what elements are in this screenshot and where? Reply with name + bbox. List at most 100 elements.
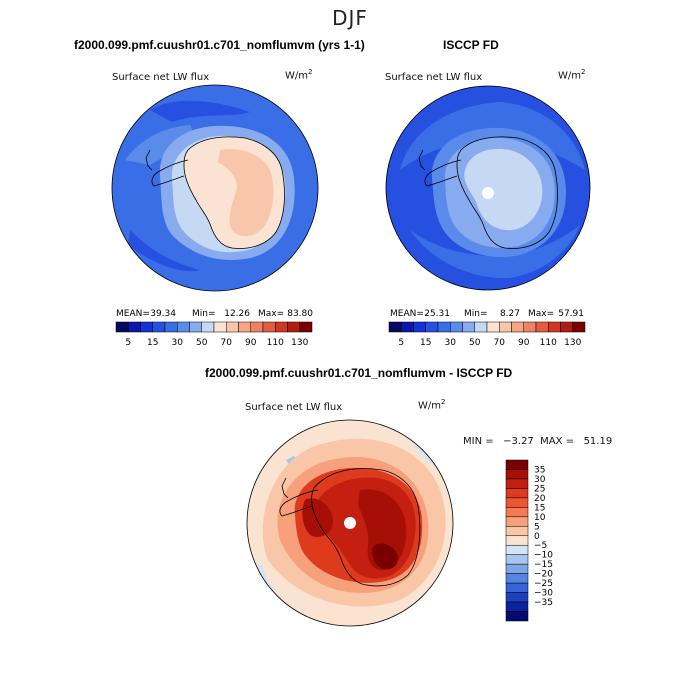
panel-obs-units: W/m2 — [558, 68, 585, 81]
colorbar-obs-swatch — [523, 321, 537, 333]
map-model-ocean-dark-patch — [128, 230, 200, 272]
map-obs-pole-missing — [482, 187, 494, 199]
colorbar-obs-tick-label: 90 — [518, 338, 530, 348]
colorbar-model-swatch — [152, 321, 166, 333]
map-diff-coastline — [311, 468, 421, 587]
colorbar-obs: 5 15 30 50 70 90 110 130 — [388, 321, 586, 348]
colorbar-model-swatch — [164, 321, 178, 333]
panel-model-mean-label: MEAN= — [116, 309, 150, 319]
map-model-south-america-tip — [145, 149, 153, 171]
colorbar-diff-swatch — [505, 526, 529, 537]
panel-obs-units-exp: 2 — [581, 68, 586, 76]
colorbar-obs-swatch — [388, 321, 402, 333]
map-model-border — [111, 84, 319, 292]
panel-model-units: W/m2 — [285, 68, 312, 81]
colorbar-obs-swatch — [560, 321, 573, 333]
colorbar-obs-tick-label: 130 — [564, 338, 581, 348]
colorbar-obs-tick-label: 5 — [398, 338, 404, 348]
map-diff-peninsula — [279, 489, 319, 517]
colorbar-diff-tick-label: −25 — [534, 579, 553, 589]
map-diff-border — [246, 419, 454, 627]
colorbar-model: 5 15 30 50 70 90 110 130 — [115, 321, 313, 348]
colorbar-diff-swatch — [505, 516, 529, 527]
colorbar-model-swatch — [189, 321, 202, 333]
panel-obs-max-label: Max= — [528, 309, 554, 319]
colorbar-diff-swatch — [505, 592, 529, 603]
panel-obs-units-base: W/m — [558, 70, 581, 82]
colorbar-obs-swatch — [450, 321, 463, 333]
colorbar-obs-swatch — [499, 321, 512, 333]
colorbar-model-swatch — [177, 321, 190, 333]
colorbar-diff-swatch — [505, 469, 529, 480]
colorbar-diff-swatch — [505, 478, 529, 489]
colorbar-model-swatch — [213, 321, 227, 333]
colorbar-model-swatch — [140, 321, 153, 333]
panel-model-max: 83.80 — [287, 309, 313, 319]
colorbar-diff-tick-label: −5 — [534, 541, 547, 551]
colorbar-diff-tick-label: −10 — [534, 551, 553, 561]
colorbar-diff-tick-label: −15 — [534, 560, 553, 570]
colorbar-model-tick-label: 30 — [172, 338, 184, 348]
panel-obs-mean: 25.31 — [424, 309, 450, 319]
colorbar-obs-swatch — [511, 321, 524, 333]
map-obs-border — [385, 85, 591, 291]
colorbar-diff-swatch — [505, 459, 529, 470]
colorbar-diff-swatch — [505, 573, 529, 584]
colorbar-diff-swatch — [505, 601, 529, 612]
panel-obs-mean-label: MEAN= — [390, 309, 424, 319]
colorbar-diff-tick-label: 20 — [534, 494, 546, 504]
map-model-plateau — [218, 148, 274, 237]
colorbar-model-swatch — [250, 321, 264, 333]
colorbar-model-swatch — [201, 321, 215, 333]
colorbar-obs-tick-label: 70 — [494, 338, 506, 348]
colorbar-diff-tick-label: 25 — [534, 484, 545, 494]
panel-obs-min: 8.27 — [500, 309, 520, 319]
colorbar-diff-tick-label: −20 — [534, 570, 553, 580]
colorbar-diff-tick-label: 30 — [534, 475, 546, 485]
map-obs — [386, 86, 590, 290]
panel-model-max-label: Max= — [258, 309, 284, 319]
map-obs-ocean-mid-patch — [410, 225, 580, 279]
colorbar-model-swatch — [115, 321, 129, 333]
panel-model-stats: MEAN= 39.34 Min= 12.26 Max= 83.80 — [116, 309, 313, 319]
colorbar-diff-swatch — [505, 554, 529, 565]
colorbar-model-swatch — [275, 321, 288, 333]
map-diff-interior-peak — [372, 543, 398, 570]
panel-model-mean: 39.34 — [150, 309, 176, 319]
figure-title: DJF — [332, 6, 368, 30]
panel-diff-units-exp: 2 — [441, 398, 446, 406]
panel-diff-variable: Surface net LW flux — [245, 402, 343, 413]
panel-model-variable: Surface net LW flux — [112, 72, 210, 83]
map-model — [112, 85, 318, 291]
colorbar-diff-swatch — [505, 507, 529, 518]
colorbar-obs-tick-label: 15 — [420, 338, 431, 348]
colorbar-diff-tick-label: −35 — [534, 598, 553, 608]
panel-diff-header: f2000.099.pmf.cuushr01.c701_nomflumvm - … — [205, 366, 513, 380]
map-obs-interior — [464, 148, 543, 231]
colorbar-model-swatch — [226, 321, 239, 333]
colorbar-model-tick-label: 5 — [125, 338, 131, 348]
colorbar-obs-swatch — [401, 321, 414, 333]
panel-model-min-label: Min= — [192, 309, 216, 319]
panel-diff-units-base: W/m — [418, 400, 441, 412]
map-diff-west-lobe — [302, 498, 333, 537]
map-model-peninsula — [151, 159, 189, 187]
panel-obs-header: ISCCP FD — [443, 38, 499, 52]
colorbar-diff-swatch — [505, 535, 529, 546]
map-diff-south-america-tip — [281, 477, 289, 499]
colorbar-model-swatch — [287, 321, 300, 333]
colorbar-model-tick-label: 90 — [245, 338, 257, 348]
panel-model-units-exp: 2 — [308, 68, 313, 76]
panel-diff-stats: MIN = −3.27 MAX = 51.19 — [463, 436, 613, 447]
panel-model-min: 12.26 — [224, 309, 250, 319]
colorbar-model-swatch — [238, 321, 251, 333]
colorbar-diff-tick-label: −30 — [534, 589, 553, 599]
colorbar-model-swatch — [262, 321, 276, 333]
colorbar-diff-tick-label: 10 — [534, 513, 546, 523]
colorbar-diff-tick-label: 35 — [534, 465, 545, 475]
colorbar-diff-tick-label: 0 — [534, 532, 540, 542]
colorbar-model-tick-label: 70 — [221, 338, 233, 348]
colorbar-obs-swatch — [535, 321, 549, 333]
map-model-coastline — [183, 136, 285, 249]
